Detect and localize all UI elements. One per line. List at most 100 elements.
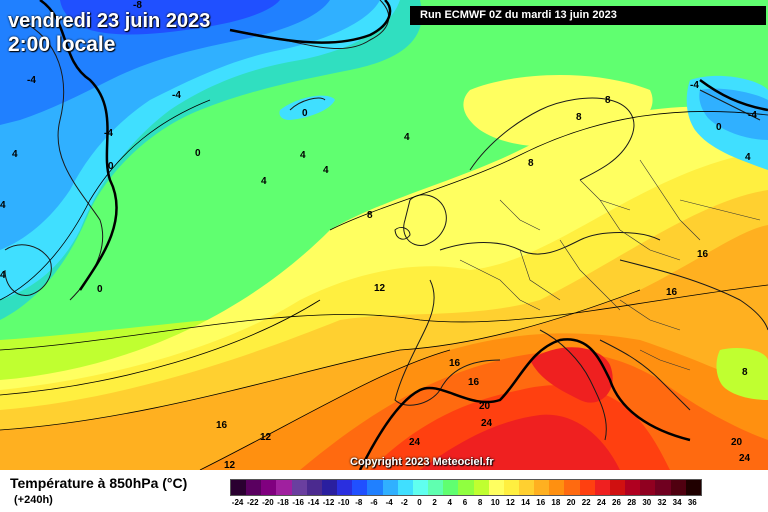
scale-tick-label: 12 [505,498,515,507]
temperature-map: vendredi 23 juin 2023 2:00 locale Run EC… [0,0,768,470]
scale-tick-label: -12 [322,498,335,507]
scale-tick-label: -8 [355,498,363,507]
contour-label: 4 [12,149,18,160]
legend-subtitle: (+240h) [14,494,53,506]
color-swatch [291,480,307,495]
contour-label: 4 [300,150,306,161]
contour-label: 0 [195,148,201,159]
color-scale [230,479,702,496]
band-m8 [60,0,280,35]
color-swatch [321,480,338,495]
legend-title: Température à 850hPa (°C) [10,475,188,491]
scale-tick-label: 36 [687,498,697,507]
scale-tick-label: -20 [262,498,274,507]
scale-tick-label: 18 [551,498,561,507]
contour-label: 8 [528,158,534,169]
color-swatch [352,480,368,495]
color-swatch [564,480,580,495]
band-ne-cold2 [699,88,768,140]
color-swatch [276,480,292,495]
color-swatch [306,480,322,495]
scale-tick-label: 34 [672,498,682,507]
scale-tick-label: -4 [385,498,393,507]
contour-label: -4 [27,75,36,86]
scale-tick-label: -24 [231,498,244,507]
scale-tick-label: 20 [566,498,576,507]
legend: Température à 850hPa (°C) (+240h) -24 -22… [0,470,768,512]
contour-label: 12 [374,283,386,294]
contour-label: 8 [367,210,373,221]
scale-tick-label: 2 [432,498,437,507]
scale-tick-label: 30 [642,498,652,507]
contour-label: -4 [748,110,757,121]
scale-tick-label: 16 [536,498,546,507]
contour-label: 16 [468,377,480,388]
forecast-time: 2:00 locale [8,33,116,56]
color-swatch [640,480,656,495]
contour-label: 16 [697,249,709,260]
contour-label: 8 [605,95,611,106]
color-swatch [428,480,444,495]
color-swatch [518,480,535,495]
color-swatch [503,480,519,495]
color-swatch [261,480,277,495]
contour-label: 4 [323,165,329,176]
contour-label: -8 [133,0,142,11]
scale-tick-label: 28 [627,498,637,507]
color-swatch [231,480,247,495]
color-swatch [655,480,671,495]
run-info-box: Run ECMWF 0Z du mardi 13 juin 2023 [410,6,766,25]
copyright-text: Copyright 2023 Meteociel.fr [350,456,494,468]
scale-tick-label: -22 [246,498,259,507]
scale-tick-label: 24 [596,498,606,507]
scale-tick-label: -10 [337,498,350,507]
contour-label: 0 [716,122,722,133]
forecast-date: vendredi 23 juin 2023 [8,10,211,32]
color-swatch [670,480,686,495]
thick-isotherms [39,0,768,470]
band-west-cold [279,95,335,120]
scale-tick-label: 0 [417,498,422,507]
contour-label: 0 [302,108,308,119]
map-canvas [0,0,768,470]
color-swatch [685,480,701,495]
band-24-italy [530,347,613,403]
color-swatch [458,480,474,495]
scale-tick-label: 4 [447,498,452,507]
scale-tick-label: 26 [612,498,621,507]
contour-label: -4 [172,90,181,101]
thin-isotherms [0,99,768,470]
contour-label: 20 [479,401,491,412]
color-scale-ticks: -24 -22 -20 -18 -16 -14 -12 -10 -8 -6 -4 -2 0 2 4 6 8 10 1… [230,498,700,510]
contour-label: -4 [104,128,113,139]
contour-label: 0 [97,284,103,295]
color-swatch [443,480,459,495]
scale-tick-label: -14 [307,498,320,507]
contour-label: 4 [0,200,6,211]
band-m6 [0,0,330,125]
contour-label: 4 [745,152,751,163]
color-swatch [246,480,262,495]
contour-label: 16 [666,287,678,298]
color-swatch [337,480,353,495]
color-swatch [594,480,610,495]
contour-label: 24 [409,437,421,448]
scale-tick-label: 22 [581,498,591,507]
contour-label: 16 [449,358,461,369]
color-swatch [534,480,550,495]
contour-label: 12 [260,432,272,443]
contour-label: 8 [576,112,582,123]
color-swatch [579,480,595,495]
contour-label: 0 [108,161,114,172]
scale-tick-label: -18 [277,498,289,507]
coastlines [4,0,768,441]
borders [459,159,761,371]
scale-tick-label: 14 [521,498,530,507]
contour-label: 4 [261,176,267,187]
color-swatch [473,480,489,495]
scale-tick-label: 32 [657,498,667,507]
contour-label: 16 [216,420,228,431]
contour-label: 8 [742,367,748,378]
scale-tick-label: 6 [462,498,468,507]
contour-label: 20 [731,437,743,448]
